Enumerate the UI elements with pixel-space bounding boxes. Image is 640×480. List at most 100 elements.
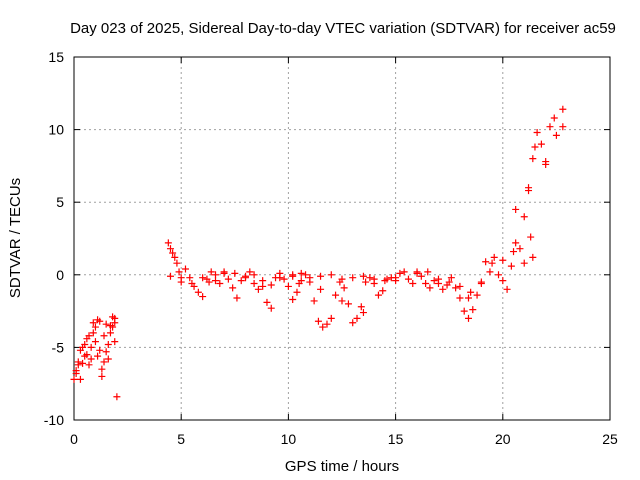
data-point [91, 338, 99, 346]
data-point [490, 253, 498, 261]
data-point [96, 317, 104, 325]
data-point [550, 114, 558, 122]
data-point [310, 297, 318, 305]
data-point [327, 271, 335, 279]
data-point [349, 274, 357, 282]
data-point [404, 275, 412, 283]
data-point [289, 295, 297, 303]
data-point [525, 187, 533, 195]
data-point [359, 272, 367, 280]
data-point [74, 361, 82, 369]
data-point [362, 278, 370, 286]
data-point [70, 375, 78, 383]
data-point [100, 332, 108, 340]
data-point [98, 365, 106, 373]
data-point [507, 262, 515, 270]
data-point [527, 233, 535, 241]
data-point [323, 320, 331, 328]
x-tick-label: 15 [388, 431, 404, 447]
data-point [477, 280, 485, 288]
data-point [464, 314, 472, 322]
data-point [488, 259, 496, 267]
data-point [246, 268, 254, 276]
data-point [250, 280, 258, 288]
data-point [85, 361, 93, 369]
x-tick-label: 25 [602, 431, 618, 447]
data-point [417, 272, 425, 280]
data-point [194, 288, 202, 296]
x-tick-label: 20 [495, 431, 511, 447]
data-point [559, 105, 567, 113]
data-point [229, 284, 237, 292]
x-axis-label: GPS time / hours [285, 458, 399, 475]
data-point [344, 300, 352, 308]
data-point [434, 275, 442, 283]
data-point [293, 288, 301, 296]
data-point [520, 213, 528, 221]
data-point [452, 284, 460, 292]
data-point [445, 278, 453, 286]
data-point [284, 282, 292, 290]
data-point [302, 271, 310, 279]
x-tick-label: 0 [70, 431, 78, 447]
x-tick-label: 10 [281, 431, 297, 447]
data-point [357, 303, 365, 311]
data-point [177, 278, 185, 286]
data-point [87, 355, 95, 363]
data-point [297, 269, 305, 277]
data-point [559, 123, 567, 131]
data-point [96, 346, 104, 354]
data-point [280, 275, 288, 283]
data-point [175, 268, 183, 276]
data-point [464, 294, 472, 302]
data-point [98, 372, 106, 380]
data-point [340, 284, 348, 292]
data-point [381, 277, 389, 285]
data-point [531, 143, 539, 151]
data-point [319, 323, 327, 331]
data-point [289, 272, 297, 280]
data-point [250, 271, 258, 279]
data-point [516, 245, 524, 253]
data-point [413, 269, 421, 277]
x-tick-label: 5 [177, 431, 185, 447]
data-point [94, 352, 102, 360]
data-point [106, 329, 114, 337]
data-point [338, 297, 346, 305]
data-point [552, 131, 560, 139]
data-point [359, 309, 367, 317]
data-point [467, 288, 475, 296]
axis-ticks: 0 5 10 15 20 25 -10 -5 0 5 10 15 [44, 49, 618, 447]
y-tick-label: -10 [44, 412, 64, 428]
plot-frame [73, 56, 611, 421]
data-point [537, 140, 545, 148]
data-point [79, 343, 87, 351]
data-point [460, 307, 468, 315]
data-point [207, 268, 215, 276]
y-tick-label: 15 [48, 49, 64, 65]
chart-title: Day 023 of 2025, Sidereal Day-to-day VTE… [70, 20, 616, 37]
data-point [503, 285, 511, 293]
y-tick-label: 10 [48, 122, 64, 138]
data-point [72, 370, 80, 378]
data-point [102, 320, 110, 328]
data-points [70, 105, 567, 401]
data-point [306, 274, 314, 282]
data-point [400, 268, 408, 276]
data-point [422, 280, 430, 288]
data-point [456, 294, 464, 302]
data-point [263, 298, 271, 306]
data-point [259, 277, 267, 285]
data-point [242, 274, 250, 282]
data-point [349, 319, 357, 327]
data-point [87, 343, 95, 351]
data-point [233, 294, 241, 302]
data-point [237, 277, 245, 285]
data-point [314, 317, 322, 325]
data-point [482, 258, 490, 266]
data-point [100, 358, 108, 366]
data-point [379, 287, 387, 295]
y-tick-label: 5 [56, 194, 64, 210]
y-axis-label: SDTVAR / TECUs [7, 178, 24, 298]
data-point [317, 272, 325, 280]
